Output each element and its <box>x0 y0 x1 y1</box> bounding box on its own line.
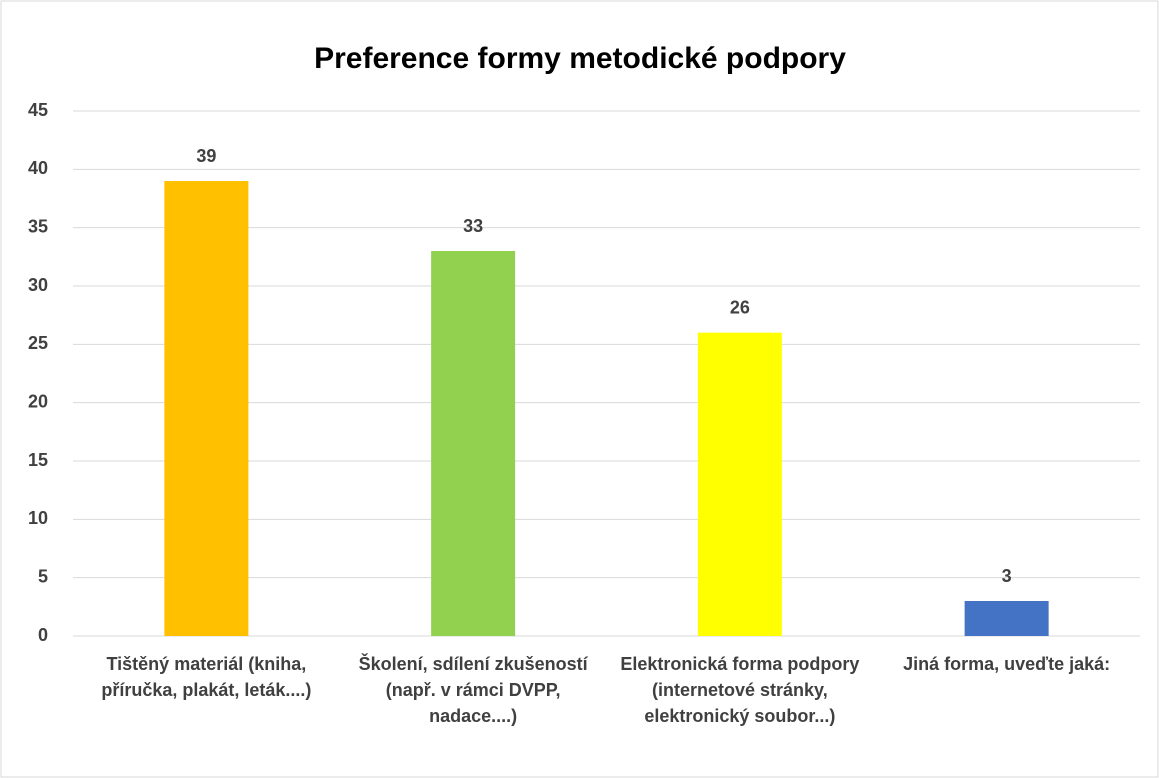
y-tick-label: 15 <box>28 450 48 470</box>
bar <box>697 332 782 636</box>
data-label: 26 <box>730 297 750 317</box>
y-tick-label: 10 <box>28 508 48 528</box>
bar <box>964 601 1049 636</box>
x-tick-label: Jiná forma, uveďte jaká: <box>903 654 1111 674</box>
y-tick-label: 35 <box>28 216 48 236</box>
data-label: 39 <box>196 146 216 166</box>
x-tick-label: Školení, sdílení zkušeností (např. v rám… <box>358 654 588 726</box>
bar <box>164 181 249 636</box>
x-tick-label: Tištěný materiál (kniha, příručka, plaká… <box>101 654 312 700</box>
y-tick-label: 0 <box>38 625 48 645</box>
y-tick-label: 25 <box>28 333 48 353</box>
y-tick-label: 20 <box>28 391 48 411</box>
bar <box>431 251 516 636</box>
y-tick-label: 40 <box>28 158 48 178</box>
chart-title: Preference formy metodické podpory <box>314 42 846 75</box>
y-tick-label: 45 <box>28 100 48 120</box>
y-tick-label: 5 <box>38 566 48 586</box>
data-label: 33 <box>463 216 483 236</box>
x-tick-label: Elektronická forma podpory (internetové … <box>620 654 860 726</box>
data-label: 3 <box>1002 566 1012 586</box>
y-tick-label: 30 <box>28 275 48 295</box>
